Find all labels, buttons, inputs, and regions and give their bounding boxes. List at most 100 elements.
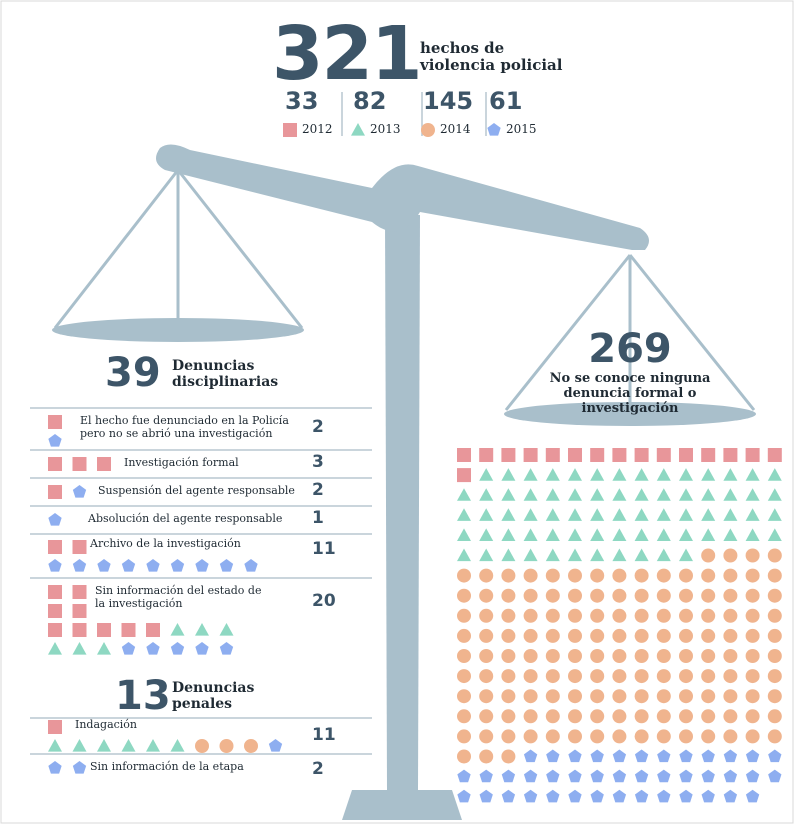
left-pan <box>52 318 304 342</box>
circle-icon <box>723 609 737 623</box>
circle-icon <box>479 569 493 583</box>
triangle-icon <box>657 528 671 541</box>
triangle-icon <box>568 488 582 501</box>
triangle-icon <box>501 488 515 501</box>
circle-icon <box>568 569 582 583</box>
circle-icon <box>768 629 782 643</box>
circle-icon <box>635 729 649 743</box>
triangle-icon <box>590 549 604 562</box>
circle-icon <box>701 629 715 643</box>
circle-icon <box>612 629 626 643</box>
pentagon-icon <box>171 642 184 655</box>
circle-icon <box>746 669 760 683</box>
pentagon-icon <box>679 770 692 783</box>
year-label: 2012 <box>302 123 333 137</box>
circle-icon <box>501 589 515 603</box>
triangle-icon <box>457 508 471 521</box>
circle-icon <box>479 689 493 703</box>
circle-icon <box>501 729 515 743</box>
square-icon <box>524 448 538 462</box>
triangle-icon <box>590 528 604 541</box>
triangle-icon <box>171 739 185 752</box>
triangle-icon <box>612 508 626 521</box>
pentagon-icon <box>171 559 184 572</box>
row-text: Indagación <box>75 719 275 732</box>
circle-icon <box>635 589 649 603</box>
circle-icon <box>220 739 234 753</box>
year-count: 82 <box>353 88 386 116</box>
circle-icon <box>457 689 471 703</box>
circle-icon <box>421 123 435 137</box>
circle-icon <box>723 649 737 663</box>
circle-icon <box>612 569 626 583</box>
circle-icon <box>768 689 782 703</box>
triangle-icon <box>612 528 626 541</box>
circle-icon <box>546 629 560 643</box>
pentagon-icon <box>702 790 715 803</box>
triangle-icon <box>701 508 715 521</box>
triangle-icon <box>746 528 760 541</box>
triangle-icon <box>679 508 693 521</box>
triangle-icon <box>524 468 538 481</box>
square-icon <box>457 468 471 482</box>
triangle-icon <box>48 642 62 655</box>
pentagon-icon <box>724 750 737 763</box>
circle-icon <box>701 609 715 623</box>
pentagon-icon <box>657 770 670 783</box>
square-icon <box>97 623 111 637</box>
square-icon <box>73 540 87 554</box>
square-icon <box>48 720 62 734</box>
circle-icon <box>635 609 649 623</box>
triangle-icon <box>479 508 493 521</box>
total-label: hechos de violencia policial <box>420 40 565 75</box>
triangle-icon <box>73 642 87 655</box>
circle-icon <box>479 750 493 764</box>
circle-icon <box>195 739 209 753</box>
circle-icon <box>457 750 471 764</box>
circle-icon <box>701 549 715 563</box>
square-icon <box>73 623 87 637</box>
pentagon-icon <box>768 770 781 783</box>
square-icon <box>97 457 111 471</box>
triangle-icon <box>768 488 782 501</box>
circle-icon <box>635 649 649 663</box>
triangle-icon <box>568 528 582 541</box>
triangle-icon <box>171 623 185 636</box>
pentagon-icon <box>591 750 604 763</box>
pentagon-icon <box>97 559 110 572</box>
pentagon-icon <box>122 642 135 655</box>
total: 321 <box>272 12 420 97</box>
triangle-icon <box>546 549 560 562</box>
circle-icon <box>590 669 604 683</box>
circle-icon <box>723 669 737 683</box>
circle-icon <box>568 649 582 663</box>
circle-icon <box>479 609 493 623</box>
row-count: 2 <box>312 418 324 438</box>
pentagon-icon <box>480 770 493 783</box>
triangle-icon <box>679 488 693 501</box>
circle-icon <box>746 609 760 623</box>
circle-icon <box>457 649 471 663</box>
triangle-icon <box>546 488 560 501</box>
circle-icon <box>568 669 582 683</box>
disciplinary-label: Denuncias disciplinarias <box>172 358 282 390</box>
circle-icon <box>524 729 538 743</box>
circle-icon <box>701 589 715 603</box>
pentagon-icon <box>73 485 86 498</box>
triangle-icon <box>612 488 626 501</box>
circle-icon <box>479 649 493 663</box>
pentagon-icon <box>269 739 282 752</box>
circle-icon <box>590 629 604 643</box>
pentagon-icon <box>679 790 692 803</box>
circle-icon <box>501 669 515 683</box>
square-icon <box>501 448 515 462</box>
triangle-icon <box>457 549 471 562</box>
pentagon-icon <box>73 559 86 572</box>
square-icon <box>612 448 626 462</box>
circle-icon <box>590 729 604 743</box>
triangle-icon <box>590 468 604 481</box>
square-icon <box>73 604 87 618</box>
pentagon-icon <box>657 750 670 763</box>
pentagon-icon <box>635 750 648 763</box>
triangle-icon <box>590 508 604 521</box>
